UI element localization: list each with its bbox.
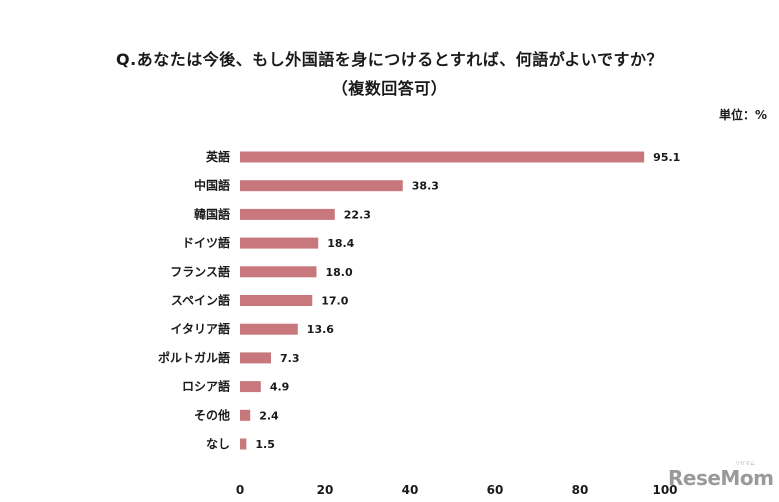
category-label: ドイツ語: [182, 235, 230, 250]
data-label: 17.0: [321, 295, 348, 308]
x-tick-label: 80: [572, 483, 589, 497]
category-label: ロシア語: [182, 379, 230, 394]
category-label: イタリア語: [170, 321, 230, 336]
chart-subtitle: （複数回答可）: [331, 79, 448, 98]
data-label: 4.9: [270, 381, 290, 394]
bar: [240, 180, 403, 192]
data-label: 18.4: [327, 237, 354, 250]
data-label: 1.5: [255, 438, 275, 451]
x-tick-label: 40: [402, 483, 419, 497]
bar: [240, 208, 335, 220]
data-label: 2.4: [259, 409, 279, 422]
category-label: その他: [194, 407, 230, 422]
data-label: 95.1: [653, 151, 680, 164]
category-label: スペイン語: [171, 293, 230, 308]
bar: [240, 323, 298, 335]
watermark-logo: ReseMom: [668, 466, 774, 490]
bar: [240, 381, 261, 393]
bar: [240, 438, 247, 450]
unit-label: 単位：%: [718, 108, 767, 122]
category-label: フランス語: [170, 264, 230, 279]
x-tick-label: 100: [652, 483, 677, 497]
bar: [240, 295, 313, 306]
data-label: 7.3: [280, 352, 300, 365]
bar: [240, 352, 272, 364]
bar: [240, 266, 317, 278]
watermark-subtext: リセマム: [735, 461, 756, 467]
category-label: なし: [206, 437, 230, 451]
data-label: 22.3: [344, 208, 371, 221]
bar: [240, 409, 251, 421]
category-label: ポルトガル語: [158, 350, 230, 365]
bar: [240, 151, 645, 163]
bar: [240, 237, 319, 249]
x-tick-label: 20: [317, 483, 334, 497]
data-label: 13.6: [307, 323, 334, 336]
category-label: 中国語: [194, 178, 230, 193]
x-tick-label: 0: [236, 483, 244, 497]
x-tick-label: 60: [487, 483, 504, 497]
category-label: 韓国語: [194, 206, 230, 221]
chart-title: Q.あなたは今後、もし外国語を身につけるとすれば、何語がよいですか？: [116, 50, 663, 69]
data-label: 18.0: [326, 266, 353, 279]
category-label: 英語: [206, 149, 230, 164]
data-label: 38.3: [412, 180, 439, 193]
